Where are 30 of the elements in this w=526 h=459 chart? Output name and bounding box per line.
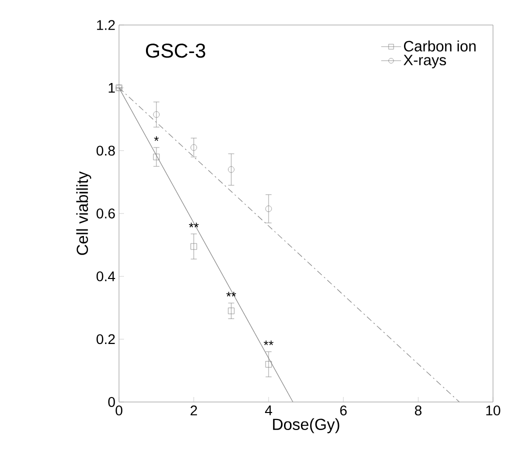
y-tick-label: 0.4 [96, 271, 116, 282]
legend-label: X-rays [404, 54, 446, 68]
point [228, 166, 234, 173]
point [153, 111, 160, 118]
y-axis-title: Cell viability [76, 171, 92, 255]
point [190, 144, 197, 151]
y-tick-label: 0.2 [96, 334, 115, 344]
x-tick-label: 4 [265, 406, 272, 416]
annotation: * [154, 136, 159, 141]
y-tick-label: 0.6 [96, 208, 115, 218]
x-tick-label: 0 [116, 406, 122, 416]
x-tick-label: 8 [414, 406, 422, 416]
point [190, 243, 197, 250]
x-tick-label: 10 [486, 406, 500, 416]
point [265, 206, 272, 212]
text: GSC-3 [146, 44, 206, 58]
x-axis-title: Dose(Gy) [273, 418, 340, 434]
annotation: ** [226, 292, 236, 296]
point [228, 308, 234, 314]
y-tick-label: 1 [108, 83, 115, 93]
annotation: ** [188, 222, 199, 228]
point [153, 154, 160, 160]
x-tick-label: 6 [340, 406, 347, 416]
y-tick-label: 0.8 [96, 146, 115, 156]
y-tick-label: 0 [108, 397, 115, 407]
legend-label: Carbon ion [404, 40, 476, 52]
annotation: ** [264, 340, 274, 346]
y-tick-label: 1.2 [97, 20, 115, 30]
x-tick-label: 2 [190, 406, 197, 416]
point [265, 361, 272, 368]
